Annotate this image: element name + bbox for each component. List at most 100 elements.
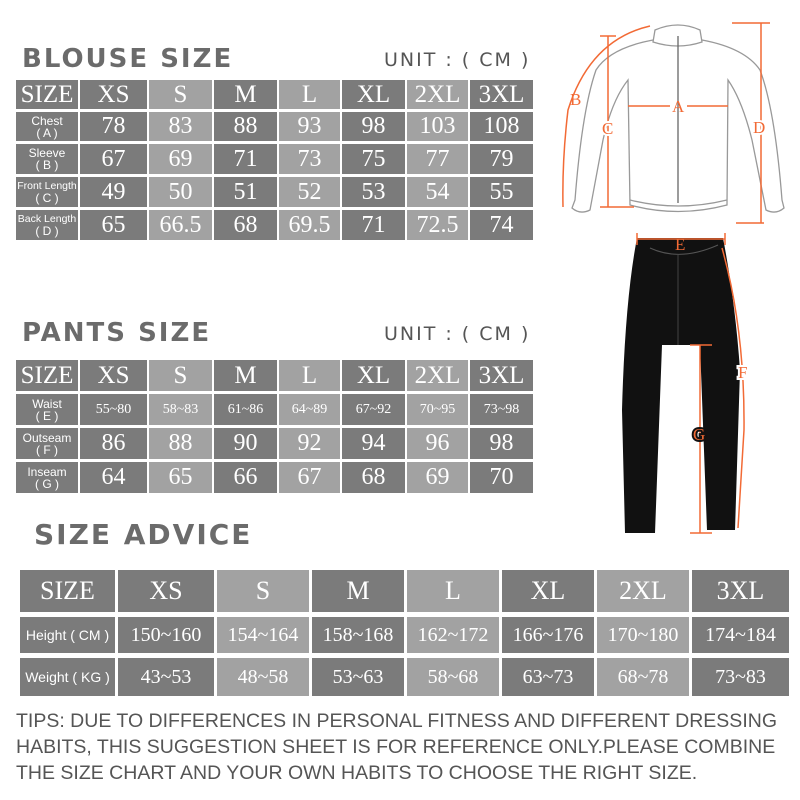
row-label: Back Length xyxy=(17,213,77,225)
label-g: G xyxy=(693,425,705,444)
pants-drawing xyxy=(622,238,740,533)
row-header: Back Length( D ) xyxy=(16,210,78,240)
pants-unit-label: UNIT : ( CM ) xyxy=(384,323,531,345)
row-code: ( F ) xyxy=(36,442,58,457)
value-cell: 54 xyxy=(407,177,468,207)
header-cell: S xyxy=(217,570,309,612)
jacket-measure-lines xyxy=(562,22,770,224)
header-cell: 2XL xyxy=(407,80,468,109)
value-cell: 64~89 xyxy=(279,394,340,425)
row-code: ( A ) xyxy=(36,125,58,140)
value-cell: 49 xyxy=(80,177,147,207)
value-cell: 48~58 xyxy=(217,658,309,696)
value-cell: 154~164 xyxy=(217,617,309,653)
value-cell: 64 xyxy=(80,462,147,493)
value-cell: 92 xyxy=(279,428,340,459)
value-cell: 74 xyxy=(470,210,533,240)
row-header: Outseam( F ) xyxy=(16,428,78,459)
value-cell: 58~68 xyxy=(407,658,499,696)
value-cell: 69.5 xyxy=(279,210,340,240)
header-cell: L xyxy=(279,80,340,109)
header-cell: SIZE xyxy=(16,80,78,109)
value-cell: 73~98 xyxy=(470,394,533,425)
value-cell: 68~78 xyxy=(597,658,689,696)
value-cell: 166~176 xyxy=(502,617,594,653)
header-cell: 3XL xyxy=(470,80,533,109)
row-header: Sleeve( B ) xyxy=(16,144,78,174)
blouse-size-title: BLOUSE SIZE xyxy=(22,44,234,74)
row-label: Front Length xyxy=(17,180,77,192)
blouse-unit-label: UNIT : ( CM ) xyxy=(384,49,531,71)
header-cell: 2XL xyxy=(597,570,689,612)
value-cell: 93 xyxy=(279,112,340,141)
value-cell: 66 xyxy=(214,462,277,493)
value-cell: 103 xyxy=(407,112,468,141)
value-cell: 51 xyxy=(214,177,277,207)
header-cell: M xyxy=(214,360,277,391)
row-header: Chest( A ) xyxy=(16,112,78,141)
header-cell: XS xyxy=(118,570,214,612)
row-header: Waist( E ) xyxy=(16,394,78,425)
value-cell: 174~184 xyxy=(692,617,789,653)
header-cell: L xyxy=(407,570,499,612)
value-cell: 78 xyxy=(80,112,147,141)
row-header: Height ( CM ) xyxy=(20,617,115,653)
value-cell: 71 xyxy=(342,210,405,240)
value-cell: 68 xyxy=(342,462,405,493)
value-cell: 96 xyxy=(407,428,468,459)
value-cell: 53~63 xyxy=(312,658,404,696)
tips-text: TIPS: DUE TO DIFFERENCES IN PERSONAL FIT… xyxy=(16,710,777,784)
row-label: Waist xyxy=(32,396,62,411)
row-header: Front Length( C ) xyxy=(16,177,78,207)
value-cell: 170~180 xyxy=(597,617,689,653)
row-label: Inseam xyxy=(27,464,67,479)
value-cell: 52 xyxy=(279,177,340,207)
header-cell: L xyxy=(279,360,340,391)
header-cell: S xyxy=(149,360,212,391)
value-cell: 53 xyxy=(342,177,405,207)
value-cell: 98 xyxy=(470,428,533,459)
header-cell: S xyxy=(149,80,212,109)
row-label: Chest xyxy=(31,113,63,128)
pants-size-title: PANTS SIZE xyxy=(22,318,212,348)
value-cell: 90 xyxy=(214,428,277,459)
row-code: ( C ) xyxy=(35,191,59,205)
label-e: E xyxy=(675,235,685,254)
value-cell: 43~53 xyxy=(118,658,214,696)
value-cell: 162~172 xyxy=(407,617,499,653)
header-cell: XL xyxy=(342,360,405,391)
header-cell: XL xyxy=(342,80,405,109)
row-header: Weight ( KG ) xyxy=(20,658,115,696)
value-cell: 88 xyxy=(214,112,277,141)
value-cell: 77 xyxy=(407,144,468,174)
value-cell: 69 xyxy=(407,462,468,493)
row-header: Inseam( G ) xyxy=(16,462,78,493)
value-cell: 79 xyxy=(470,144,533,174)
row-code: ( D ) xyxy=(35,224,59,238)
label-a: A xyxy=(672,97,685,116)
label-b: B xyxy=(570,90,581,109)
header-cell: 2XL xyxy=(407,360,468,391)
pants-measure-lines xyxy=(636,233,745,534)
row-code: ( E ) xyxy=(35,408,59,423)
header-cell: XS xyxy=(80,80,147,109)
value-cell: 158~168 xyxy=(312,617,404,653)
value-cell: 70~95 xyxy=(407,394,468,425)
pants-size-table: SIZE XS S M L XL 2XL 3XL Waist( E ) 55~80 58~83 61~… xyxy=(16,360,540,493)
row-code: ( G ) xyxy=(35,476,59,491)
value-cell: 68 xyxy=(214,210,277,240)
value-cell: 150~160 xyxy=(118,617,214,653)
value-cell: 70 xyxy=(470,462,533,493)
value-cell: 98 xyxy=(342,112,405,141)
header-cell: XL xyxy=(502,570,594,612)
value-cell: 69 xyxy=(149,144,212,174)
value-cell: 67 xyxy=(279,462,340,493)
header-cell: SIZE xyxy=(16,360,78,391)
header-cell: SIZE xyxy=(20,570,115,612)
size-advice-table: SIZE XS S M L XL 2XL 3XL Height ( CM ) 150~160 154… xyxy=(20,570,790,696)
value-cell: 71 xyxy=(214,144,277,174)
value-cell: 65 xyxy=(149,462,212,493)
value-cell: 55 xyxy=(470,177,533,207)
row-label: Outseam xyxy=(22,430,72,445)
